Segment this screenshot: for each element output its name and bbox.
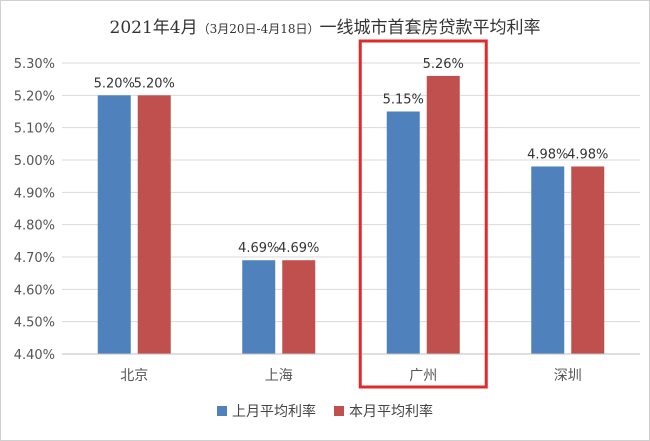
x-tick-label: 上海 (265, 368, 293, 384)
data-label: 4.98% (567, 147, 608, 162)
legend-item-series-1: 上月平均利率 (217, 401, 316, 421)
y-tick-label: 4.90% (14, 186, 55, 201)
legend-item-series-2: 本月平均利率 (334, 401, 433, 421)
y-tick-label: 5.00% (14, 154, 55, 169)
x-tick-label: 广州 (409, 368, 437, 384)
bar-series-2 (571, 166, 605, 354)
chart-title-date-range: （3月20日-4月18日） (197, 22, 320, 36)
bar-series-1 (386, 111, 420, 354)
data-label: 5.15% (383, 93, 424, 108)
data-label: 4.98% (527, 147, 568, 162)
bar-series-2 (282, 260, 316, 354)
legend-label-series-2: 本月平均利率 (349, 404, 433, 420)
bar-series-2 (426, 75, 460, 354)
y-tick-label: 4.80% (14, 219, 55, 234)
y-tick-label: 5.20% (14, 89, 55, 104)
data-label: 4.69% (278, 241, 319, 256)
data-label: 5.20% (94, 76, 135, 91)
legend-label-series-1: 上月平均利率 (232, 404, 316, 420)
bar-series-2 (137, 95, 171, 354)
y-tick-label: 4.70% (14, 251, 55, 266)
chart-title: 2021年4月（3月20日-4月18日）一线城市首套房贷款平均利率 (0, 13, 650, 38)
legend-swatch-series-2 (334, 406, 344, 416)
chart-title-suffix: 一线城市首套房贷款平均利率 (319, 18, 541, 38)
y-tick-label: 5.10% (14, 122, 55, 137)
data-label: 4.69% (238, 241, 279, 256)
bar-series-1 (531, 166, 565, 354)
chart-legend: 上月平均利率 本月平均利率 (0, 401, 650, 421)
y-tick-label: 4.40% (14, 348, 55, 363)
y-tick-label: 5.30% (14, 57, 55, 72)
data-label: 5.20% (134, 76, 175, 91)
legend-swatch-series-1 (217, 406, 227, 416)
x-tick-label: 深圳 (554, 368, 582, 384)
y-tick-label: 4.60% (14, 283, 55, 298)
data-label: 5.26% (423, 57, 464, 72)
bar-series-1 (242, 260, 276, 354)
bar-series-1 (97, 95, 131, 354)
highlight-box (358, 39, 488, 389)
chart-title-main: 2021年4月 (109, 18, 198, 38)
x-tick-label: 北京 (120, 368, 148, 384)
y-tick-label: 4.50% (14, 316, 55, 331)
